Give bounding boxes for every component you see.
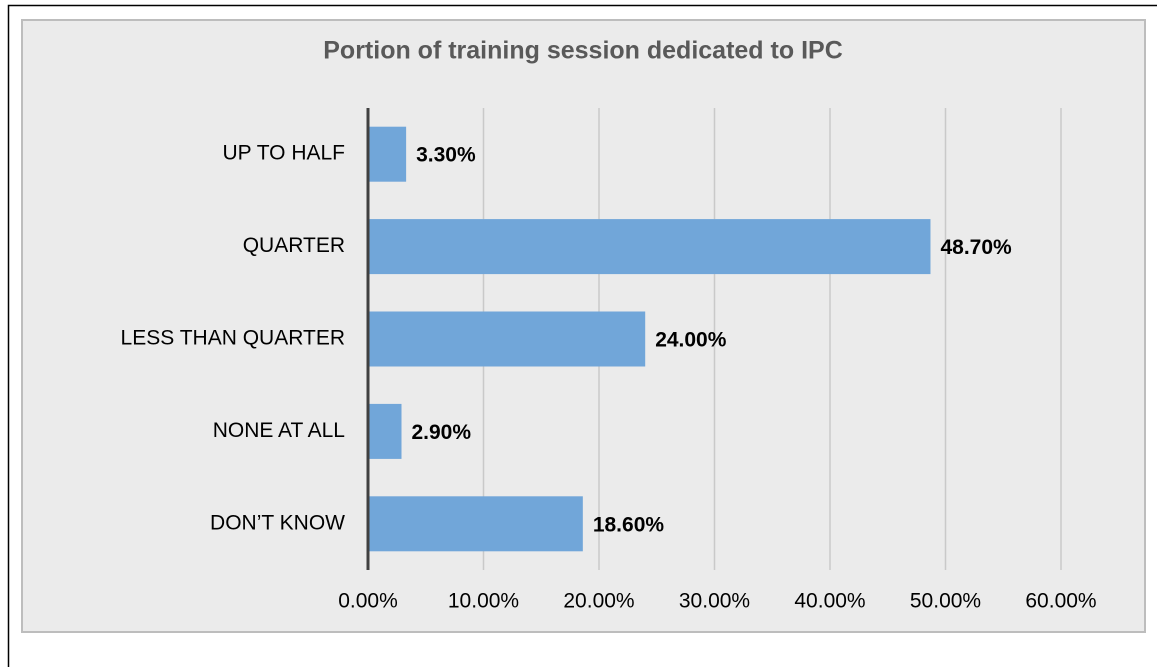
x-tick-label: 50.00% xyxy=(910,590,981,613)
data-label: 48.70% xyxy=(940,236,1012,259)
bar xyxy=(368,219,931,275)
x-tick-label: 0.00% xyxy=(338,590,398,613)
bar xyxy=(368,311,646,367)
y-tick-label: DON’T KNOW xyxy=(210,511,345,534)
data-label: 2.90% xyxy=(411,421,471,444)
x-tick-label: 10.00% xyxy=(448,590,519,613)
y-tick-label: QUARTER xyxy=(243,234,345,257)
y-tick-label: LESS THAN QUARTER xyxy=(121,327,345,350)
bar xyxy=(368,403,402,459)
data-label: 3.30% xyxy=(416,144,476,167)
chart-title: Portion of training session dedicated to… xyxy=(323,37,843,65)
data-label: 24.00% xyxy=(655,329,727,352)
x-tick-label: 20.00% xyxy=(563,590,634,613)
x-tick-label: 60.00% xyxy=(1025,590,1096,613)
bar xyxy=(368,126,407,182)
bar xyxy=(368,496,583,552)
y-tick-label: UP TO HALF xyxy=(222,142,345,165)
x-tick-label: 40.00% xyxy=(794,590,865,613)
x-tick-label: 30.00% xyxy=(679,590,750,613)
data-label: 18.60% xyxy=(593,513,665,536)
frame xyxy=(7,4,1157,667)
y-tick-label: NONE AT ALL xyxy=(213,419,345,442)
